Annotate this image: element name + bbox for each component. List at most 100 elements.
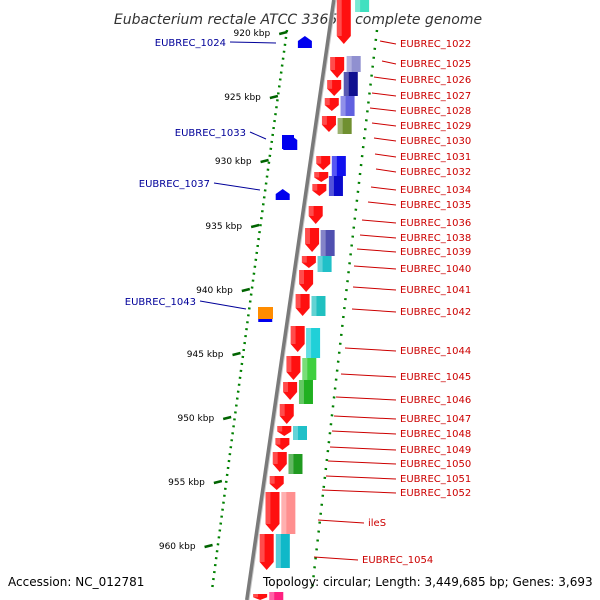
gene-label[interactable]: EUBREC_1035 [400,200,471,211]
gene-label[interactable]: EUBREC_1042 [400,307,471,318]
gene-label[interactable]: EUBREC_1033 [175,128,246,139]
gene-shading [295,294,301,308]
gene-domain-band [317,256,332,272]
gene-leader-line [371,92,397,97]
gene-label[interactable]: EUBREC_1044 [400,346,471,357]
gene-label[interactable]: EUBREC_1048 [400,429,471,440]
gene-label[interactable]: EUBREC_1043 [125,297,196,308]
gene-shading [288,454,294,474]
ruler-tick [213,479,223,485]
gene-label[interactable]: EUBREC_1034 [400,185,471,196]
gene-label[interactable]: EUBREC_1022 [400,39,471,50]
gene-label[interactable]: EUBREC_1054 [362,555,433,566]
reverse-gene-block [282,135,294,149]
gene-label[interactable]: EUBREC_1024 [155,38,226,49]
gene-leader-line [374,153,397,158]
forward-gene-arrow [265,492,280,532]
gene-shading [320,230,326,256]
gene-shading [279,404,285,416]
ruler-tick-label: 925 kbp [224,93,261,103]
gene-label[interactable]: EUBREC_1052 [400,488,471,499]
gene-leader-line [229,41,277,44]
gene-shading [321,116,327,125]
gene-shading [327,80,333,89]
forward-gene-arrow [316,156,331,170]
forward-gene-arrow [321,116,336,132]
gene-shading [269,476,275,484]
gene-domain-band [355,0,370,12]
gene-label[interactable]: EUBREC_1049 [400,445,471,456]
forward-gene-arrow [290,326,305,352]
reverse-gene-arrow [275,189,290,200]
gene-leader-line [373,76,397,81]
gene-label[interactable]: EUBREC_1030 [400,136,471,147]
gene-label[interactable]: EUBREC_1040 [400,264,471,275]
forward-gene-arrow [253,594,268,600]
gene-label[interactable]: EUBREC_1027 [400,91,471,102]
gene-label[interactable]: EUBREC_1032 [400,167,471,178]
gene-label[interactable]: EUBREC_1046 [400,395,471,406]
ruler-tick-label: 920 kbp [234,29,271,39]
accession-text: Accession: NC_012781 [8,575,144,589]
gene-leader-line [375,168,397,173]
gene-label[interactable]: EUBREC_1025 [400,59,471,70]
gene-domain-band [328,176,343,196]
gene-shading [301,256,307,263]
gene-domain-band [340,96,355,116]
ruler-tick-label: 930 kbp [215,157,252,167]
ruler-tick [222,415,232,421]
gene-label[interactable]: EUBREC_1051 [400,474,471,485]
gene-domain-band [281,492,296,534]
gene-label[interactable]: EUBREC_1029 [400,121,471,132]
gene-label[interactable]: EUBREC_1047 [400,414,471,425]
outer-ruler [210,29,289,591]
gene-leader-line [335,396,397,401]
gene-leader-line [379,40,397,45]
gene-shading [281,492,287,534]
gene-leader-line [213,182,261,191]
gene-label[interactable]: EUBREC_1039 [400,247,471,258]
gene-domain-band [288,454,303,474]
gene-shading [277,426,283,432]
gene-shading [269,592,275,600]
gene-leader-line [329,446,397,451]
forward-gene-arrow [279,404,294,424]
gene-label[interactable]: EUBREC_1026 [400,75,471,86]
gene-shading [302,358,308,380]
gene-leader-line [359,234,397,239]
ruler-tick [204,543,213,549]
gene-shading [311,296,317,316]
gene-shading [331,156,337,176]
gene-shading [336,0,342,36]
gene-label[interactable]: EUBREC_1050 [400,459,471,470]
gene-shading [305,228,310,244]
gene-domain-band [337,118,352,134]
gene-label[interactable]: EUBREC_1038 [400,233,471,244]
gene-shading [259,534,265,562]
gene-label[interactable]: EUBREC_1028 [400,106,471,117]
gene-shading [314,172,320,178]
gene-leader-line [373,137,397,142]
forward-gene-arrow [305,228,320,252]
gene-shading [343,72,349,96]
gene-leader-line [199,300,247,310]
gene-label[interactable]: EUBREC_1041 [400,285,471,296]
gene-shading [290,326,296,344]
forward-gene-arrow [312,184,327,196]
map-title: Eubacterium rectale ATCC 33656, complete… [114,12,482,28]
gene-leader-line [356,248,397,253]
gene-domain-band [311,296,326,316]
gene-label[interactable]: EUBREC_1045 [400,372,471,383]
forward-gene-arrow [330,57,345,78]
gene-leader-line [333,415,397,420]
gene-leader-line [381,60,397,65]
ruler-tick-label: 945 kbp [187,350,224,360]
gene-label[interactable]: EUBREC_1037 [139,179,210,190]
gene-leader-line [351,308,397,313]
gene-label[interactable]: EUBREC_1036 [400,218,471,229]
gene-leader-line [249,131,267,140]
gene-domain-band [269,592,284,600]
gene-label[interactable]: EUBREC_1031 [400,152,471,163]
gene-shading [346,56,352,72]
gene-label[interactable]: ileS [368,518,386,529]
